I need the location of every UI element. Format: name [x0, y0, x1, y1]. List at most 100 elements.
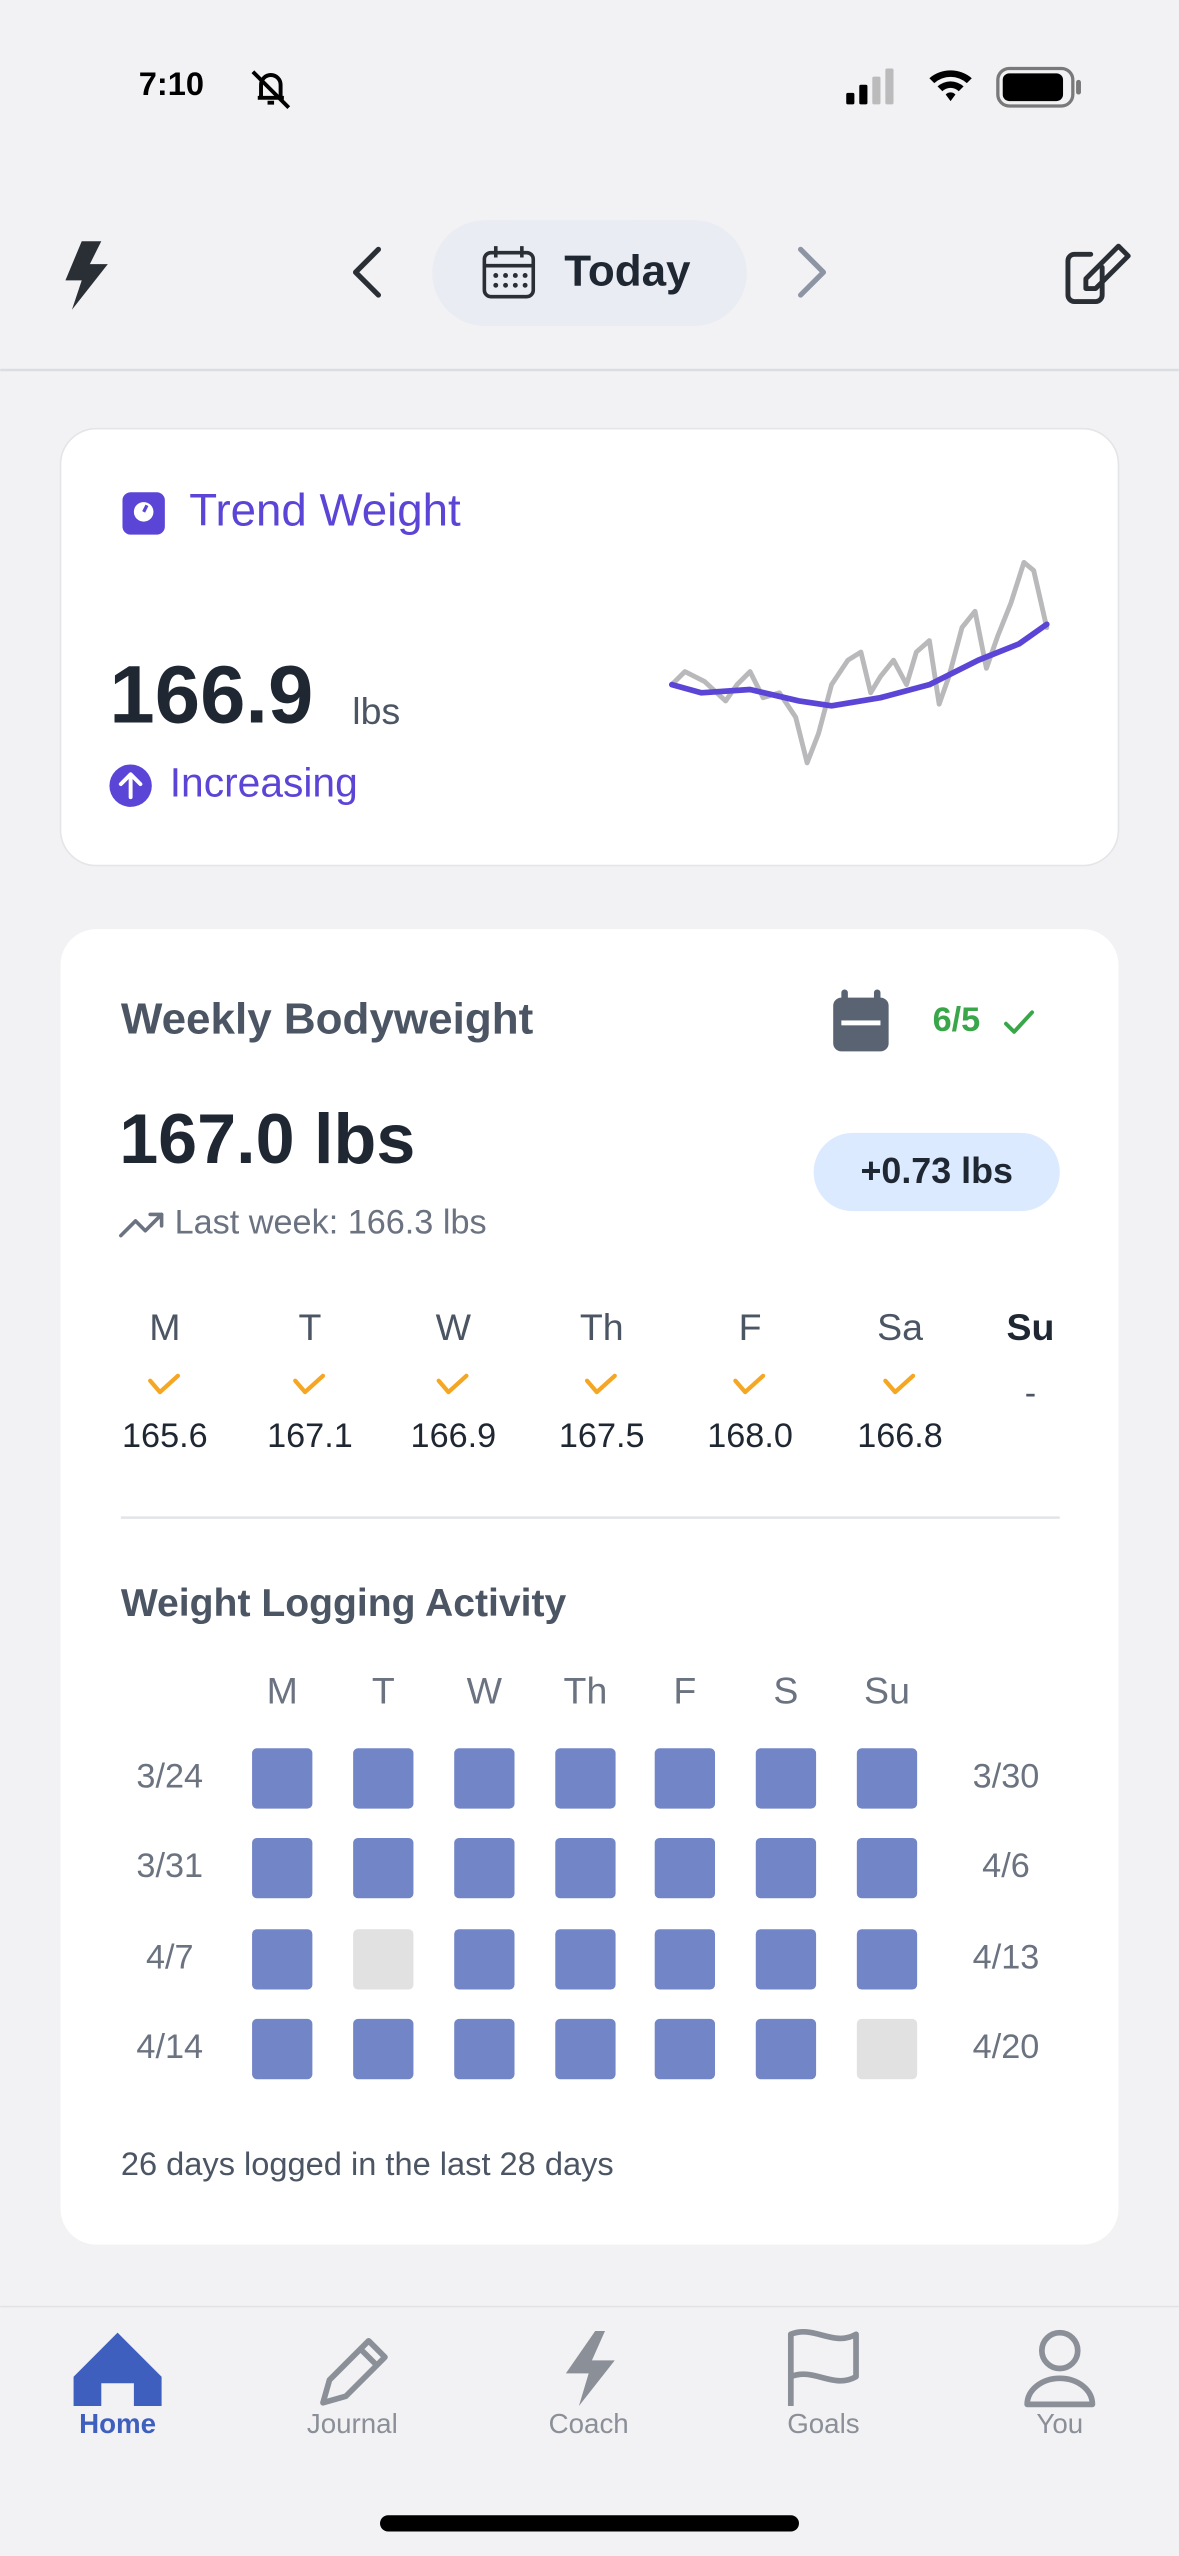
row-end: 3/30: [973, 1757, 1040, 1795]
day-value: 167.1: [267, 1417, 353, 1455]
tab-icon: [565, 2331, 615, 2407]
row-end: 4/13: [973, 1938, 1040, 1976]
day-check: [733, 1373, 766, 1395]
column-header: W: [467, 1670, 503, 1712]
tab-label: You: [1036, 2408, 1083, 2439]
column-header: Th: [564, 1670, 608, 1712]
status-icons: [846, 66, 1081, 108]
day-value: 166.8: [857, 1417, 943, 1455]
tab[interactable]: Home: [73, 2332, 162, 2439]
tab[interactable]: Coach: [549, 2331, 629, 2439]
prev-day-button[interactable]: [352, 246, 382, 298]
trend-sparkline: [668, 559, 1050, 766]
trend-card[interactable]: [59, 427, 1120, 867]
tab[interactable]: Goals: [787, 2328, 860, 2439]
tab-icon-shape: [1039, 2329, 1081, 2372]
day-cell: [353, 1929, 414, 1990]
day-cell: [755, 1837, 817, 1899]
tab-label: Journal: [307, 2408, 398, 2439]
day-check: [883, 1373, 916, 1395]
trend-status: Increasing: [170, 759, 358, 805]
change-pill: [813, 1132, 1060, 1212]
lightning-button[interactable]: [65, 241, 108, 310]
day-label: W: [436, 1306, 472, 1348]
column-header: S: [773, 1670, 798, 1712]
tab-icon-shape: [1024, 2375, 1096, 2408]
day-cell: [555, 1929, 616, 1990]
day-cell: [755, 1929, 817, 1990]
tab-label: Home: [79, 2408, 156, 2439]
date-pill[interactable]: Today: [432, 220, 747, 327]
tab-icon: [1024, 2329, 1096, 2408]
day-value: 168.0: [707, 1417, 793, 1455]
scale-icon: [122, 492, 165, 535]
tab-list: Home Journal Coach Goals You: [73, 2328, 1096, 2439]
tab-icon: [320, 2337, 388, 2406]
column-header: F: [673, 1670, 696, 1712]
column-header: T: [372, 1670, 395, 1712]
day-value: -: [1025, 1374, 1036, 1412]
weekly-card: [60, 929, 1119, 2245]
calendar-icon: [482, 246, 536, 299]
day-cell: [654, 1837, 716, 1899]
day-cell: [252, 1929, 313, 1990]
tab-icon: [73, 2332, 162, 2407]
row-end: 4/6: [982, 1847, 1030, 1885]
next-day-button[interactable]: [797, 246, 827, 298]
last-week: Last week: 166.3 lbs: [175, 1203, 487, 1241]
day-cell: [555, 1748, 616, 1809]
increase-icon: [109, 764, 152, 807]
day-cell: [353, 1837, 414, 1899]
day-cell: [454, 1748, 515, 1809]
day-cell: [654, 1748, 716, 1809]
row-start: 3/24: [136, 1757, 203, 1795]
tab-label: Coach: [549, 2408, 629, 2439]
tab-label: Goals: [787, 2408, 859, 2439]
day-cell: [654, 2018, 716, 2080]
home-indicator: [380, 2515, 799, 2532]
weekly-calendar-icon: [833, 989, 889, 1052]
row-end: 4/20: [973, 2028, 1040, 2066]
trend-value: 166.9: [109, 649, 313, 740]
day-label: F: [739, 1306, 762, 1348]
row-start: 4/14: [136, 2028, 203, 2066]
day-cell: [353, 2018, 414, 2080]
tab[interactable]: You: [1024, 2329, 1096, 2439]
day-cell: [856, 2018, 918, 2080]
day-label: Th: [580, 1306, 624, 1348]
day-cell: [454, 1837, 515, 1899]
edit-button[interactable]: [1065, 243, 1131, 305]
column-header: M: [267, 1670, 298, 1712]
day-cell: [654, 1929, 716, 1990]
day-cell: [252, 1837, 313, 1899]
day-cell: [555, 1837, 616, 1899]
day-label: M: [149, 1306, 180, 1348]
tab-icon-shape: [73, 2332, 162, 2407]
day-cell: [555, 2018, 616, 2080]
tab[interactable]: Journal: [307, 2337, 398, 2439]
day-check: [293, 1373, 326, 1395]
trend-arrow-icon: [119, 1212, 164, 1238]
goal-progress: 6/5: [933, 1001, 981, 1039]
row-start: 3/31: [136, 1847, 203, 1885]
activity-title: Weight Logging Activity: [121, 1582, 567, 1625]
trend-title: Trend Weight: [189, 485, 461, 536]
tab-icon: [787, 2328, 859, 2407]
column-header: Su: [864, 1670, 910, 1712]
day-cell: [454, 2018, 515, 2080]
goal-check: [1004, 1010, 1035, 1034]
activity-summary: 26 days logged in the last 28 days: [121, 2145, 614, 2182]
day-cell: [252, 1748, 313, 1809]
date-pill-bg: [432, 220, 747, 327]
status-time: 7:10: [139, 65, 204, 102]
tab-icon-shape: [565, 2331, 615, 2407]
day-cell: [454, 1929, 515, 1990]
day-list: M 165.6 T 167.1 W 166.9 Th 167.5 F 168.0 Sa 166.8 Su…: [122, 1306, 1054, 1455]
weekly-change: +0.73 lbs: [860, 1151, 1013, 1191]
day-cell: [252, 2018, 313, 2080]
calendar-dots: [493, 273, 528, 288]
day-cell: [856, 1837, 918, 1899]
day-value: 167.5: [559, 1417, 645, 1455]
